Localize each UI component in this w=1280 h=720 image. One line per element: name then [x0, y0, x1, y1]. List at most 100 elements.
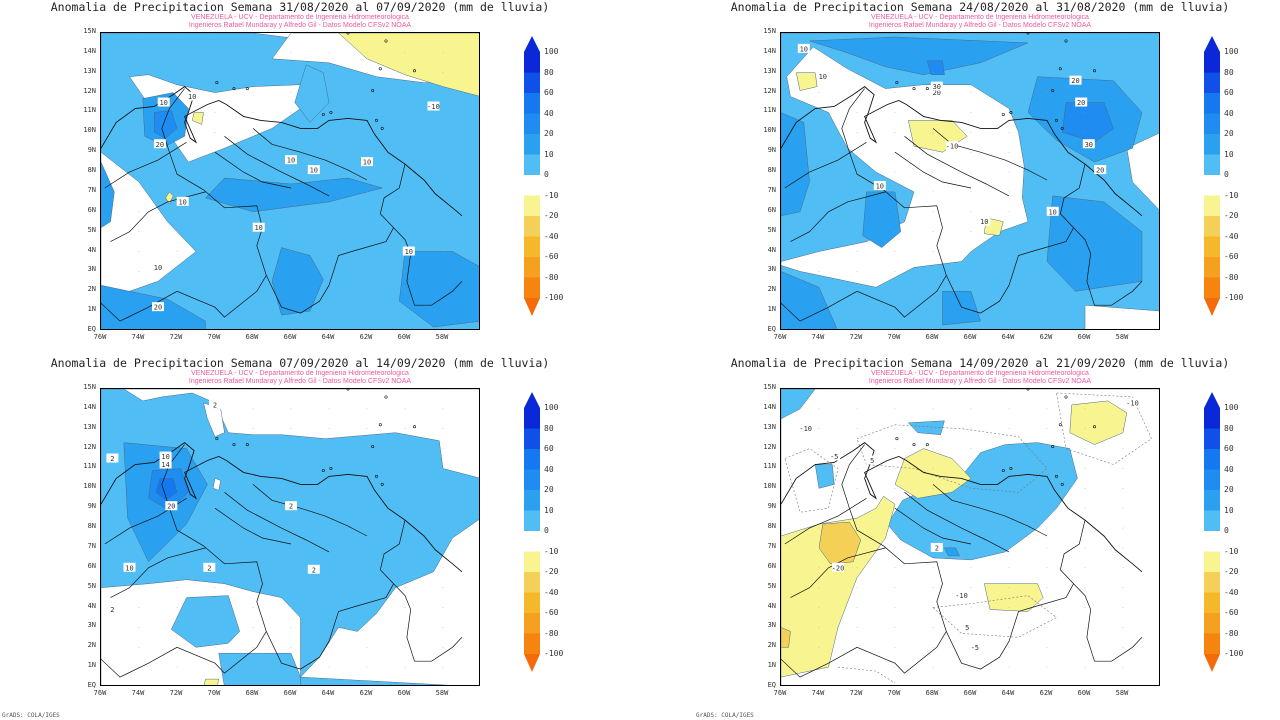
colorbar-segment	[524, 449, 540, 470]
colorbar-level-label: 100	[1224, 47, 1239, 56]
contour-label-bg	[1069, 75, 1082, 85]
contour-label: -20	[832, 564, 845, 572]
grid-dot	[894, 567, 896, 569]
grid-dot	[1122, 468, 1124, 469]
grid-dot	[856, 151, 858, 153]
contour-label: 2	[110, 455, 114, 463]
grid-dot	[1008, 567, 1010, 569]
colorbar-min-arrow	[524, 654, 540, 672]
contour-label-bg	[930, 81, 943, 91]
island	[245, 443, 249, 447]
grid-dot	[328, 52, 330, 54]
grid-dot	[252, 171, 254, 173]
grid-dot	[1046, 607, 1048, 608]
grid-dot	[970, 448, 972, 449]
lon-tick-label: 72W	[849, 333, 863, 341]
grid-dot	[818, 211, 820, 213]
grid-dot	[970, 112, 972, 113]
lat-tick-label: 14N	[83, 402, 96, 411]
grid-dot	[818, 567, 820, 569]
contour-label-bg	[816, 71, 829, 81]
lat-tick-label: 6N	[767, 205, 776, 214]
grid-dot	[366, 131, 368, 133]
grid-dot	[818, 487, 820, 489]
grid-dot	[1122, 191, 1124, 193]
grid-dot	[214, 52, 216, 54]
border-line	[894, 507, 972, 545]
colorbar-min-arrow	[1204, 654, 1220, 672]
grid-dot	[1084, 72, 1086, 74]
colorbar-level-label: 80	[1224, 67, 1234, 77]
grid-dot	[366, 448, 368, 449]
anomaly-region	[155, 478, 178, 501]
grid-dot	[856, 408, 858, 410]
contour-label: 10	[125, 564, 133, 572]
grid-dot	[176, 231, 178, 233]
grid-dot	[138, 151, 140, 153]
grid-dot	[404, 547, 406, 549]
grid-dot	[366, 567, 368, 569]
grid-dot	[1008, 211, 1010, 213]
grid-dot	[404, 72, 406, 74]
grid-dot	[214, 468, 216, 469]
grid-dot	[442, 587, 444, 589]
grid-dot	[970, 131, 972, 133]
border-line	[104, 142, 187, 189]
grid-dot	[176, 131, 178, 133]
grid-dot	[1122, 251, 1124, 252]
colorbar-segment	[1204, 592, 1220, 613]
grid-dot	[856, 231, 858, 233]
grid-dot	[970, 310, 972, 312]
grid-dot	[970, 607, 972, 608]
grid-dot	[214, 527, 216, 529]
colorbar-max-arrow	[1204, 36, 1220, 52]
contour-label-bg	[955, 590, 968, 600]
grid-dot	[818, 428, 820, 430]
border-line	[393, 227, 463, 306]
anomaly-region	[781, 271, 838, 329]
grid-dot	[442, 448, 444, 449]
panel-subtitle-authors: Ingenieros Rafael Mundaray y Alfredo Gil…	[188, 22, 412, 29]
border-line	[393, 583, 463, 662]
grid-dot	[856, 271, 858, 272]
contour-label-bg	[930, 87, 943, 97]
contour-label: 20	[933, 89, 941, 97]
lon-tick-label: 76W	[773, 689, 787, 697]
grid-dot	[970, 507, 972, 509]
lat-tick-label: 4N	[767, 245, 776, 254]
grid-dot	[1122, 448, 1124, 449]
colorbar-segment	[524, 469, 540, 490]
island	[1051, 445, 1055, 449]
grid-dot	[176, 567, 178, 569]
lat-tick-label: 13N	[83, 66, 96, 75]
anomaly-region	[942, 291, 981, 326]
grid-dot	[328, 666, 330, 668]
grid-dot	[1122, 408, 1124, 410]
contour-label-bg	[930, 542, 943, 552]
grid-dot	[894, 646, 896, 648]
lon-tick-label: 58W	[1115, 689, 1129, 697]
grid-dot	[1122, 547, 1124, 549]
grid-dot	[214, 448, 216, 449]
grid-dot	[856, 52, 858, 54]
grid-dot	[328, 627, 330, 628]
grid-dot	[970, 290, 972, 292]
grid-dot	[1084, 171, 1086, 173]
grid-dot	[138, 587, 140, 589]
grid-dot	[404, 191, 406, 193]
grid-dot	[176, 627, 178, 628]
colorbar-level-label: -10	[1224, 546, 1239, 556]
grid-dot	[404, 112, 406, 113]
lat-tick-label: 6N	[87, 561, 96, 570]
grid-dot	[214, 251, 216, 252]
grid-dot	[932, 290, 934, 292]
grid-dot	[328, 92, 330, 93]
colorbar-segment	[524, 236, 540, 257]
lat-tick-label: EQ	[767, 681, 776, 689]
lat-tick-label: 7N	[87, 541, 96, 550]
lon-tick-label: 64W	[1001, 689, 1015, 697]
grid-dot	[404, 567, 406, 569]
border-line	[904, 136, 1010, 197]
grid-dot	[138, 131, 140, 133]
grid-dot	[138, 507, 140, 509]
